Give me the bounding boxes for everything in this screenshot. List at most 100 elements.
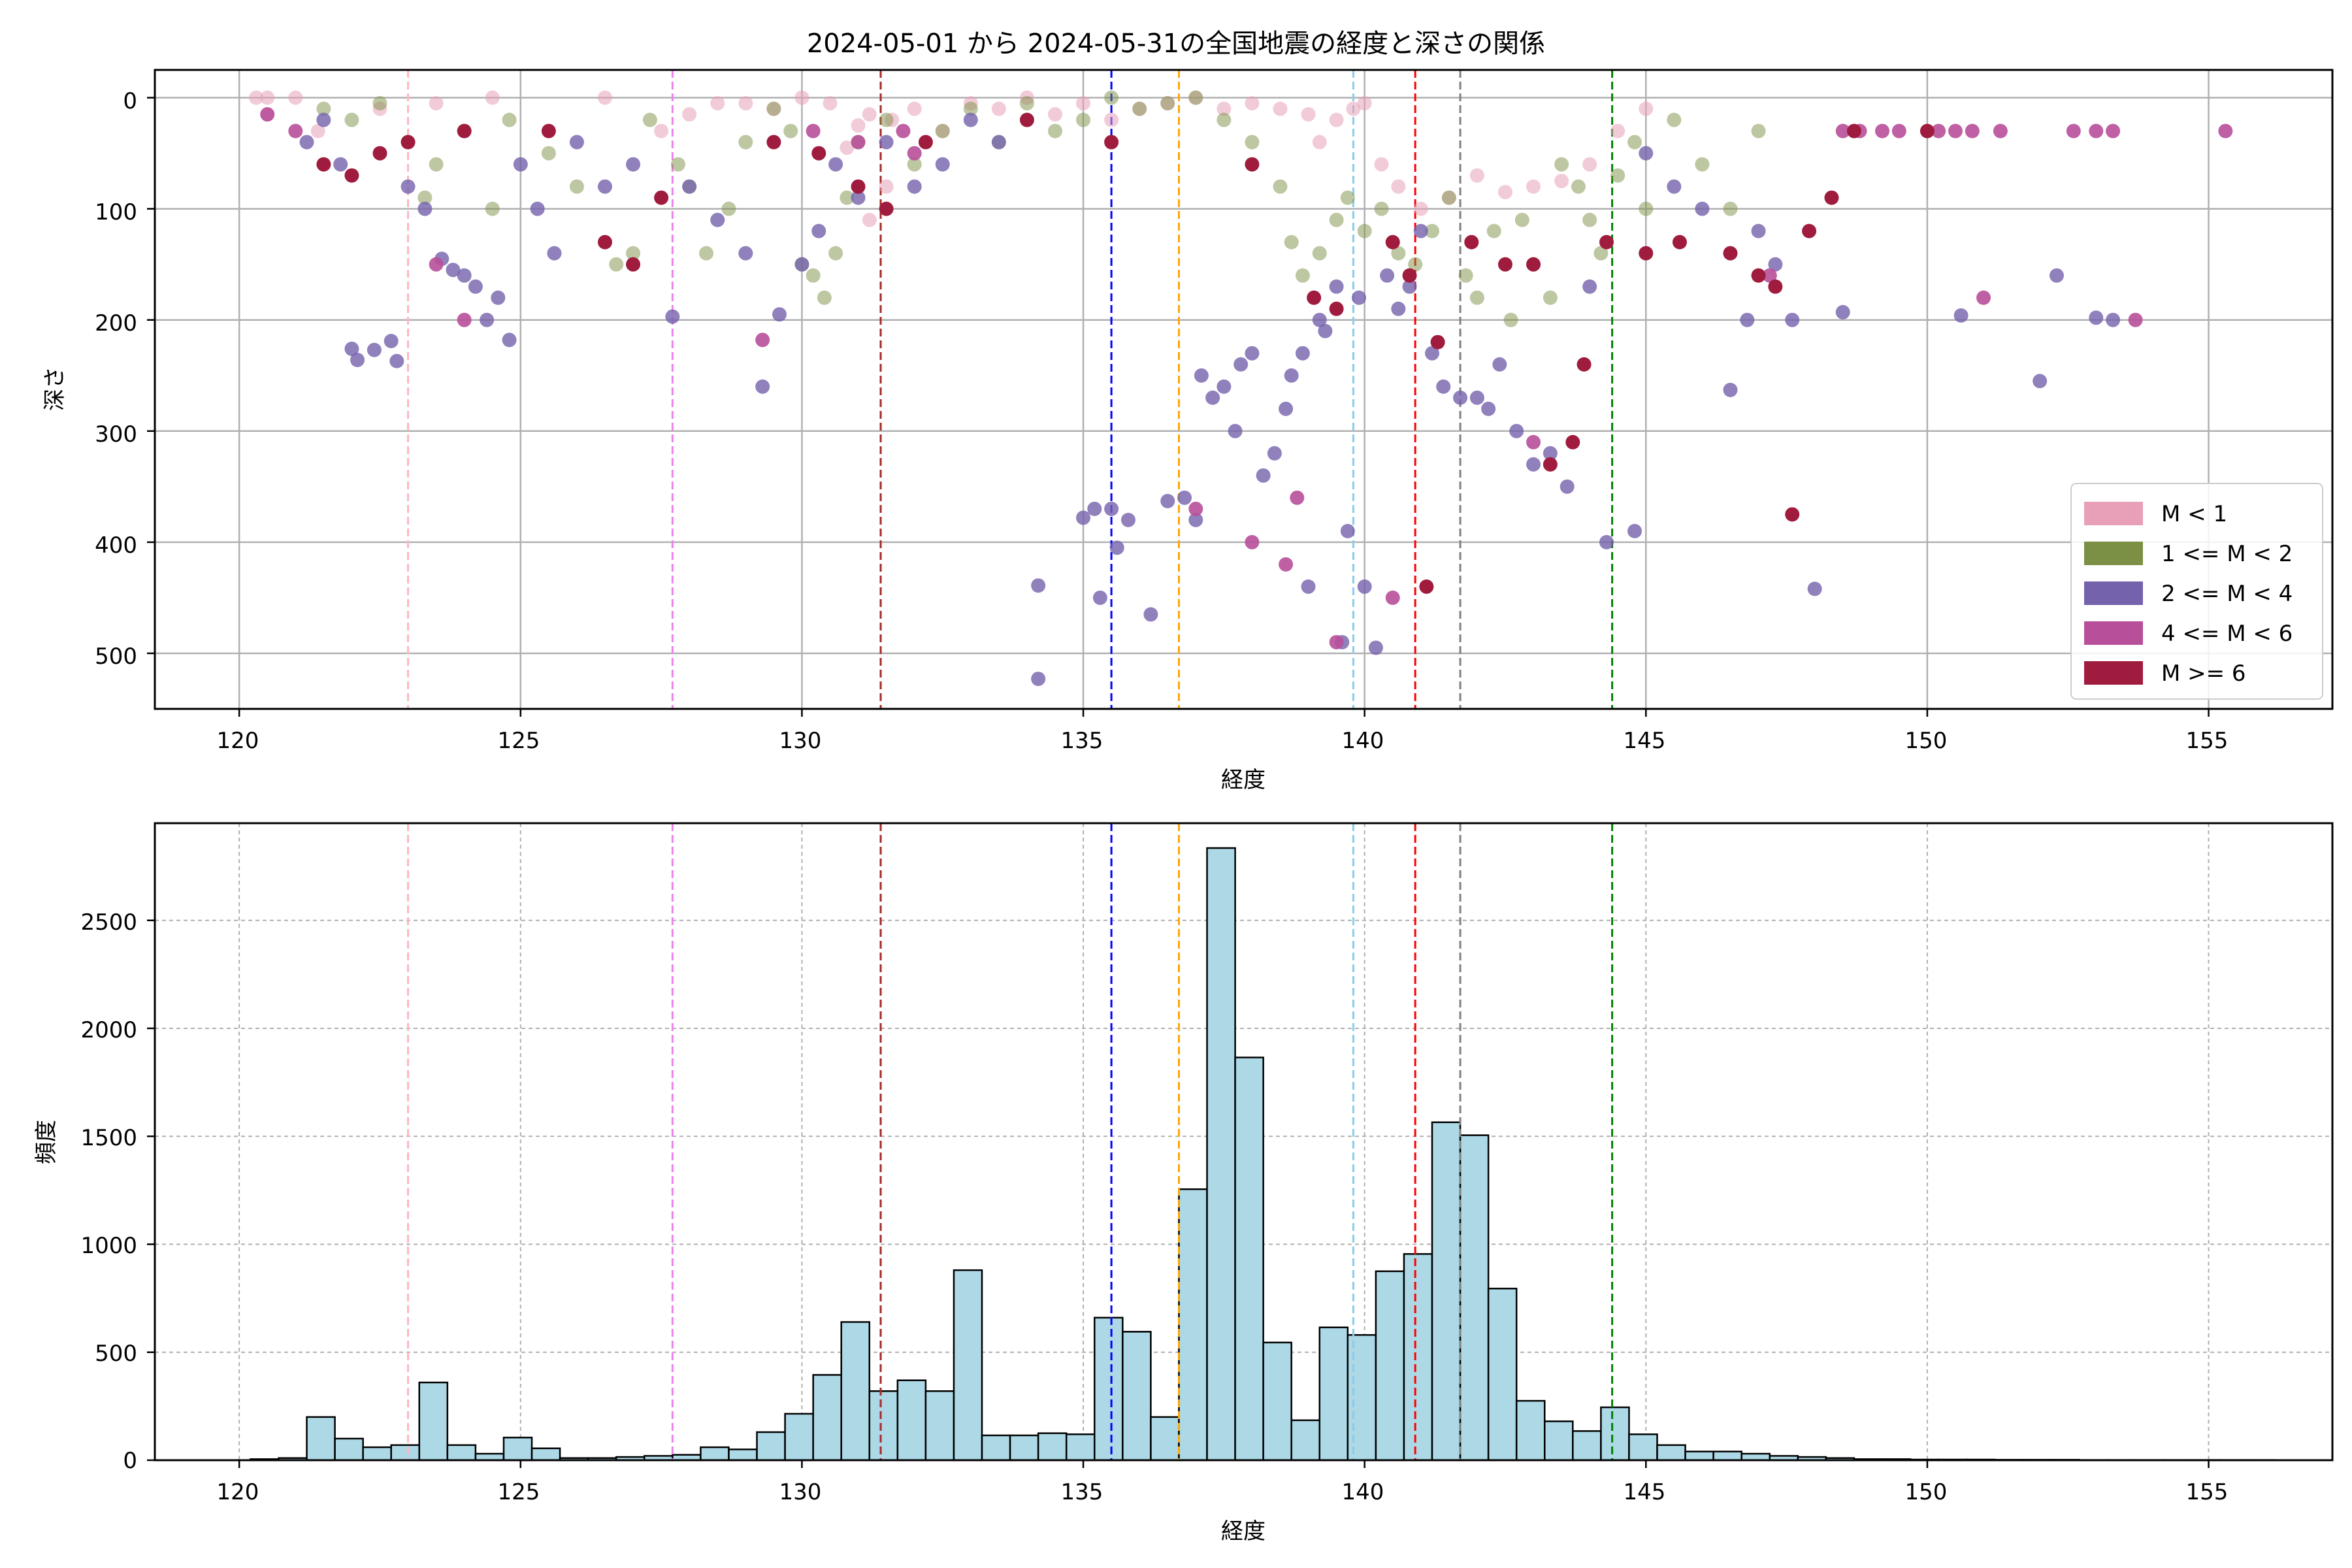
scatter-point (429, 96, 444, 111)
scatter-point (1019, 112, 1034, 127)
scatter-point (1217, 112, 1232, 127)
scatter-point (384, 334, 399, 349)
histogram-bar (1150, 1416, 1180, 1462)
histogram-bar (1684, 1450, 1714, 1462)
scatter-point (1194, 368, 1209, 383)
x-tick-label: 135 (1061, 728, 1103, 754)
scatter-point (541, 123, 556, 139)
histogram-bar (1459, 1134, 1490, 1462)
y-tick-label: 0 (123, 1448, 137, 1474)
scatter-point (935, 157, 950, 172)
histogram-x-tick-labels: 120 125 130 135 140 145 150 155 (217, 1479, 2229, 1505)
scatter-point (350, 352, 365, 367)
scatter-point (1279, 557, 1294, 572)
scatter-point (642, 112, 657, 127)
histogram-bar (981, 1434, 1011, 1462)
scatter-point (372, 146, 387, 161)
scatter-point (1554, 174, 1569, 189)
scatter-point (1228, 423, 1243, 438)
scatter-point (1891, 123, 1906, 139)
x-tick-label: 135 (1061, 1479, 1103, 1505)
histogram-bar (1037, 1432, 1068, 1462)
scatter-point (1104, 90, 1119, 105)
scatter-point (1469, 390, 1484, 405)
scatter-point (918, 135, 933, 150)
scatter-point (1993, 123, 2008, 139)
scatter-point (991, 101, 1006, 116)
scatter-point (1346, 101, 1361, 116)
scatter-point (1723, 382, 1738, 397)
scatter-point (1503, 312, 1518, 327)
scatter-point (1031, 578, 1046, 593)
scatter-point (1368, 640, 1383, 655)
x-tick-label: 150 (1905, 1479, 1948, 1505)
scatter-point (1109, 540, 1124, 555)
scatter-point (389, 353, 404, 368)
scatter-point (1639, 146, 1654, 161)
scatter-point (1104, 112, 1119, 127)
histogram-bar (1431, 1121, 1462, 1462)
scatter-point (1526, 457, 1541, 472)
histogram-bar (1347, 1334, 1377, 1462)
scatter-point (665, 309, 680, 324)
scatter-point (1751, 268, 1766, 283)
scatter-point (1284, 368, 1299, 383)
scatter-point (879, 135, 894, 150)
scatter-point (1402, 279, 1417, 294)
scatter-point (772, 307, 787, 322)
scatter-point (699, 246, 714, 261)
x-tick-label: 155 (2186, 728, 2229, 754)
scatter-point (260, 90, 275, 105)
scatter-point (862, 212, 877, 227)
scatter-point (1695, 201, 1710, 216)
legend-swatch-m-lt1 (2084, 502, 2143, 525)
scatter-point (1582, 279, 1597, 294)
scatter-point (1104, 501, 1119, 516)
scatter-point (1301, 107, 1316, 122)
scatter-point (862, 107, 877, 122)
scatter-point (1391, 179, 1406, 194)
scatter-point (1217, 379, 1232, 394)
scatter-point (485, 201, 500, 216)
scatter-point (485, 90, 500, 105)
histogram-bar (362, 1446, 392, 1462)
scatter-point (1245, 96, 1260, 111)
scatter-point (1329, 301, 1344, 316)
scatter-point (316, 157, 331, 172)
scatter-point (1188, 90, 1203, 105)
scatter-point (1497, 257, 1512, 272)
scatter-point (1295, 346, 1310, 361)
scatter-point (1295, 268, 1310, 283)
scatter-point (468, 279, 483, 294)
scatter-point (1751, 223, 1766, 238)
legend-swatch-m-4-6 (2084, 621, 2143, 645)
scatter-point (710, 212, 725, 227)
y-tick-label: 100 (95, 199, 137, 225)
histogram-bar (896, 1379, 927, 1462)
histogram-bar (728, 1448, 758, 1462)
scatter-point (1188, 501, 1203, 516)
scatter-point (823, 96, 838, 111)
scatter-point (654, 190, 669, 205)
scatter-point (316, 101, 331, 116)
scatter-point (1458, 268, 1473, 283)
scatter-point (907, 179, 922, 194)
scatter-point (1526, 434, 1541, 449)
scatter-point (367, 342, 382, 357)
histogram-bar (1544, 1420, 1574, 1462)
scatter-point (806, 123, 821, 139)
scatter-point (991, 135, 1006, 150)
scatter-point (1104, 135, 1119, 150)
scatter-point (879, 179, 894, 194)
scatter-plot: 120 125 130 135 140 145 150 155 0 100 20… (42, 69, 2334, 793)
scatter-point (1824, 190, 1839, 205)
scatter-point (1132, 101, 1147, 116)
scatter-point (1352, 290, 1367, 305)
x-tick-label: 140 (1342, 728, 1384, 754)
scatter-point (1318, 323, 1333, 338)
scatter-point (1639, 101, 1654, 116)
histogram-bar (924, 1390, 955, 1462)
scatter-point (1441, 190, 1456, 205)
scatter-point (1087, 501, 1102, 516)
scatter-point (963, 112, 978, 127)
